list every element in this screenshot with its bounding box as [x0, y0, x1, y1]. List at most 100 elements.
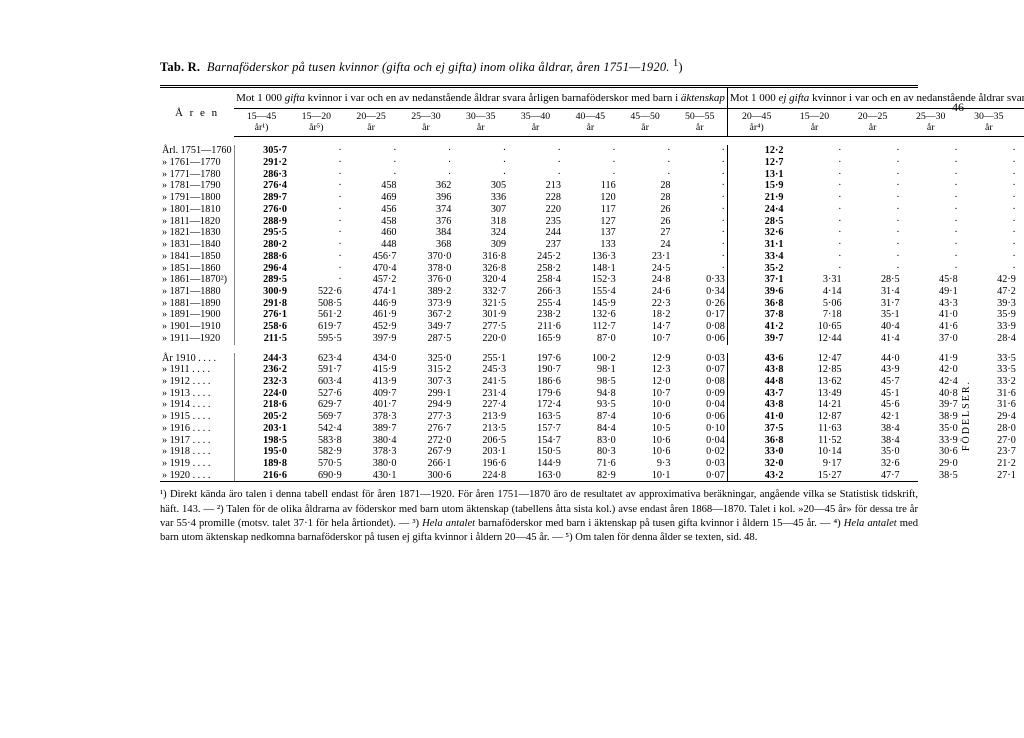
- data-cell: 31·1: [727, 239, 785, 251]
- data-cell: ·: [960, 251, 1018, 263]
- data-cell: 45·7: [844, 376, 902, 388]
- data-cell: ·: [844, 227, 902, 239]
- table-row: » 1821—1830295·5·46038432424413727·32·6·…: [160, 227, 1024, 239]
- data-cell: 41·2: [727, 321, 785, 333]
- data-cell: ·: [902, 145, 960, 157]
- data-cell: ·: [673, 239, 728, 251]
- table-row: » 1861—1870²)289·5·457·2376·0320·4258·41…: [160, 274, 1024, 286]
- column-header: 35—40år: [1018, 108, 1024, 137]
- data-cell: 112·7: [563, 321, 618, 333]
- data-cell: ·: [902, 204, 960, 216]
- data-cell: ·: [844, 180, 902, 192]
- row-label: » 1918 . . . .: [160, 446, 234, 458]
- data-cell: 12·44: [785, 333, 843, 345]
- data-cell: 213·9: [453, 411, 508, 423]
- data-cell: ·: [785, 180, 843, 192]
- data-cell: 133: [563, 239, 618, 251]
- row-label: » 1914 . . . .: [160, 399, 234, 411]
- data-cell: 18·2: [618, 309, 673, 321]
- data-cell: 195·0: [234, 446, 289, 458]
- data-cell: 20·7: [1018, 423, 1024, 435]
- data-cell: 21·2: [960, 458, 1018, 470]
- data-cell: 542·4: [289, 423, 344, 435]
- data-cell: 33·5: [960, 364, 1018, 376]
- data-cell: 300·9: [234, 286, 289, 298]
- data-cell: ·: [563, 169, 618, 181]
- data-cell: ·: [508, 169, 563, 181]
- data-cell: 42·4: [902, 376, 960, 388]
- data-cell: ·: [1018, 145, 1024, 157]
- data-cell: ·: [618, 169, 673, 181]
- data-cell: ·: [902, 251, 960, 263]
- data-cell: 33·5: [960, 353, 1018, 365]
- data-cell: 10·7: [618, 333, 673, 345]
- data-cell: 0·02: [673, 446, 728, 458]
- data-cell: 22·3: [618, 298, 673, 310]
- data-cell: 43·2: [727, 470, 785, 482]
- data-cell: 154·7: [508, 435, 563, 447]
- row-label: » 1915 . . . .: [160, 411, 234, 423]
- data-cell: 203·1: [453, 446, 508, 458]
- row-label: » 1919 . . . .: [160, 458, 234, 470]
- data-cell: ·: [618, 157, 673, 169]
- table-row: » 1851—1860296·4·470·4378·0326·8258·2148…: [160, 263, 1024, 275]
- group-header-gifta: Mot 1 000 gifta kvinnor i var och en av …: [234, 88, 727, 108]
- data-cell: 21·1: [1018, 333, 1024, 345]
- data-cell: 35·9: [960, 309, 1018, 321]
- row-label: Årl. 1751—1760: [160, 145, 234, 157]
- data-cell: 0·09: [673, 388, 728, 400]
- data-cell: ·: [344, 169, 399, 181]
- row-label: » 1831—1840: [160, 239, 234, 251]
- data-cell: 266·1: [399, 458, 454, 470]
- data-cell: 47·7: [844, 470, 902, 482]
- data-cell: 12·7: [727, 157, 785, 169]
- data-cell: 0·33: [673, 274, 728, 286]
- data-cell: 211·5: [234, 333, 289, 345]
- table-row: » 1871—1880300·9522·6474·1389·2332·7266·…: [160, 286, 1024, 298]
- data-cell: 10·7: [618, 388, 673, 400]
- data-cell: 0·03: [673, 353, 728, 365]
- data-cell: 25·2: [1018, 321, 1024, 333]
- data-cell: 25·3: [1018, 364, 1024, 376]
- data-cell: 561·2: [289, 309, 344, 321]
- data-cell: ·: [508, 157, 563, 169]
- data-cell: 367·2: [399, 309, 454, 321]
- data-cell: 456: [344, 204, 399, 216]
- data-cell: ·: [1018, 263, 1024, 275]
- data-cell: ·: [844, 263, 902, 275]
- table-row: » 1917 . . . .198·5583·8380·4272·0206·51…: [160, 435, 1024, 447]
- data-cell: 324: [453, 227, 508, 239]
- data-cell: 291·8: [234, 298, 289, 310]
- data-cell: 315·2: [399, 364, 454, 376]
- data-cell: 430·1: [344, 470, 399, 482]
- data-cell: 245·2: [508, 251, 563, 263]
- data-cell: 37·0: [902, 333, 960, 345]
- table-row: » 1919 . . . .189·8570·5380·0266·1196·61…: [160, 458, 1024, 470]
- data-cell: ·: [960, 180, 1018, 192]
- data-cell: ·: [673, 251, 728, 263]
- data-cell: 150·5: [508, 446, 563, 458]
- data-cell: 148·1: [563, 263, 618, 275]
- table-row: » 1811—1820288·9·45837631823512726·28·5·…: [160, 216, 1024, 228]
- data-cell: ·: [1018, 216, 1024, 228]
- data-cell: ·: [960, 169, 1018, 181]
- data-cell: 305·7: [234, 145, 289, 157]
- data-cell: 12·2: [727, 145, 785, 157]
- data-cell: 582·9: [289, 446, 344, 458]
- data-cell: ·: [785, 157, 843, 169]
- data-cell: 203·1: [234, 423, 289, 435]
- data-cell: 3·31: [785, 274, 843, 286]
- footnotes: ¹) Direkt kända äro talen i denna tabell…: [160, 488, 918, 545]
- data-cell: 196·6: [453, 458, 508, 470]
- data-cell: 0·03: [673, 458, 728, 470]
- data-cell: ·: [1018, 169, 1024, 181]
- data-cell: 38·5: [902, 470, 960, 482]
- data-cell: 326·8: [453, 263, 508, 275]
- data-cell: ·: [673, 145, 728, 157]
- row-label: » 1761—1770: [160, 157, 234, 169]
- data-cell: 325·0: [399, 353, 454, 365]
- data-cell: 570·5: [289, 458, 344, 470]
- data-cell: 409·7: [344, 388, 399, 400]
- data-cell: ·: [673, 192, 728, 204]
- data-cell: 0·34: [673, 286, 728, 298]
